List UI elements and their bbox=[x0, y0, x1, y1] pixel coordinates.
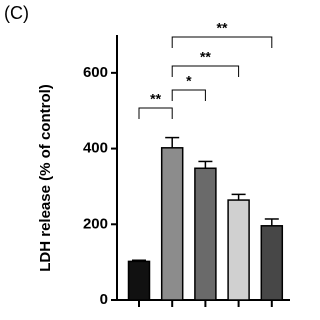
bar bbox=[227, 199, 250, 301]
significance-label: ** bbox=[150, 91, 161, 107]
significance-label: ** bbox=[217, 20, 228, 36]
bar bbox=[160, 147, 184, 301]
significance-bracket bbox=[171, 36, 273, 48]
y-axis-label: LDH release (% of control) bbox=[37, 84, 54, 272]
bar bbox=[194, 167, 217, 301]
significance-bracket bbox=[138, 107, 173, 119]
bar bbox=[260, 225, 284, 301]
y-tick-label: 600 bbox=[83, 64, 108, 81]
y-tick-label: 0 bbox=[100, 291, 108, 308]
y-tick-label: 400 bbox=[83, 140, 108, 157]
significance-label: ** bbox=[200, 49, 211, 65]
significance-bracket bbox=[171, 65, 240, 77]
significance-label: * bbox=[186, 73, 192, 89]
panel-label: (C) bbox=[4, 3, 29, 23]
bar bbox=[127, 260, 151, 301]
significance-bracket bbox=[171, 89, 206, 101]
y-tick-label: 200 bbox=[83, 215, 108, 232]
